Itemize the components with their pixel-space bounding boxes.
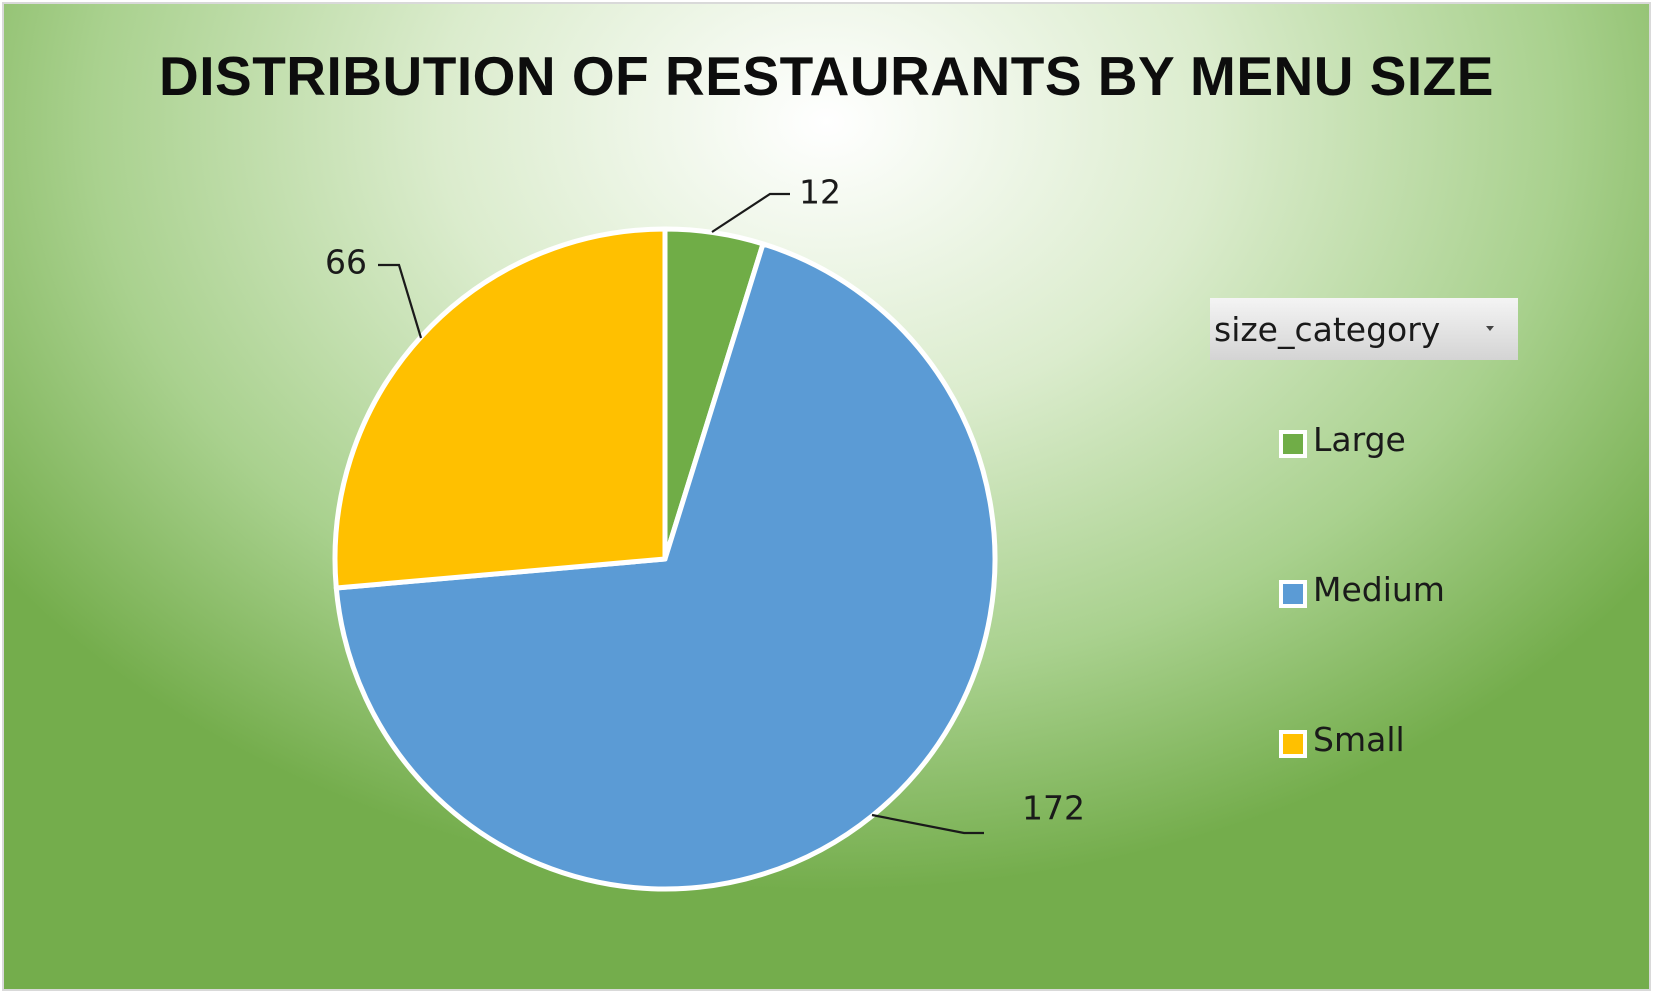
pie-chart: 12 172 66 [325,173,1085,892]
legend-label-medium: Medium [1313,570,1445,609]
pie-slice-small[interactable] [332,226,668,591]
field-filter-label: size_category [1214,310,1441,349]
legend-label-small: Small [1313,720,1405,759]
legend-swatch-medium [1279,580,1307,608]
leader-line-medium [871,813,984,835]
data-label-large: 12 [799,173,841,212]
legend-swatch-small [1279,730,1307,758]
chart-title: DISTRIBUTION OF RESTAURANTS BY MENU SIZE [159,45,1494,107]
data-label-medium: 172 [1022,789,1085,828]
leader-line-small [378,263,423,339]
legend-label-large: Large [1313,420,1406,459]
legend-swatch-large [1279,430,1307,458]
field-filter-button[interactable]: size_category [1210,298,1518,360]
dropdown-arrow-icon[interactable] [1486,326,1494,331]
data-label-small: 66 [325,243,367,282]
leader-line-large [711,192,790,233]
